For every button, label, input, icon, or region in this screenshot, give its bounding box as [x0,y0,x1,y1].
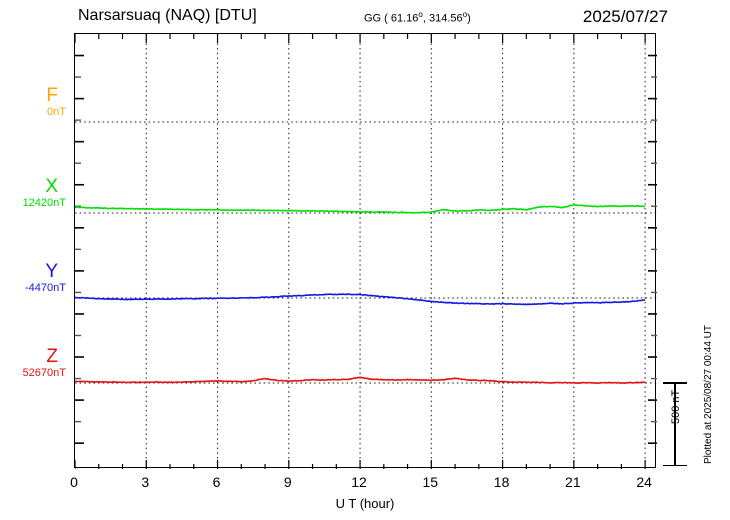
component-letter: Z [46,346,58,367]
date-label: 2025/07/27 [582,7,668,26]
x-tick-label: 9 [283,474,292,490]
component-letter: F [46,85,58,106]
trace-y [75,293,646,306]
x-tick-label: 18 [493,474,510,490]
component-label-z: Z 52670nT [0,347,70,379]
x-tick-label: 0 [70,474,78,490]
x-tick-label: 15 [422,474,439,490]
x-tick-label: 21 [565,474,581,490]
scale-bar-label: 500 nT [670,389,682,424]
page-title: Narsarsuaq (NAQ) [DTU] [78,7,257,24]
trace-x [75,203,646,214]
geo-close-paren: ) [467,12,471,25]
component-baseline-value: -4470nT [25,282,66,294]
component-label-f: F 0nT [0,86,70,118]
geographic-coordinates: GG ( 61.16o, 314.56o) [364,10,471,25]
plot-area [74,33,657,469]
component-letter: X [45,176,58,197]
scale-bar [663,382,687,466]
x-tick-label: 6 [212,474,221,490]
magnetogram-traces [75,34,657,469]
geo-lon-text: , 314.56 [422,12,463,25]
component-label-y: Y -4470nT [0,262,70,294]
geo-lat-text: GG ( 61.16 [364,12,419,25]
component-baseline-value: 52670nT [22,367,66,379]
scale-bar-line [674,382,676,466]
x-tick-label: 12 [351,474,367,490]
component-baseline-value: 12420nT [22,197,66,209]
trace-z [75,376,646,385]
component-label-x: X 12420nT [0,177,70,209]
component-letter: Y [45,261,58,282]
x-axis-title: U T (hour) [335,496,395,511]
x-tick-label: 24 [636,474,652,490]
x-tick-label: 3 [141,474,150,490]
scale-bar-bottom-cap [663,464,687,466]
component-baseline-value: 0nT [47,106,66,118]
plotted-at-timestamp: Plotted at 2025/08/27 00:44 UT [703,325,714,464]
degree-icon: o [462,10,468,19]
degree-icon: o [418,10,423,19]
